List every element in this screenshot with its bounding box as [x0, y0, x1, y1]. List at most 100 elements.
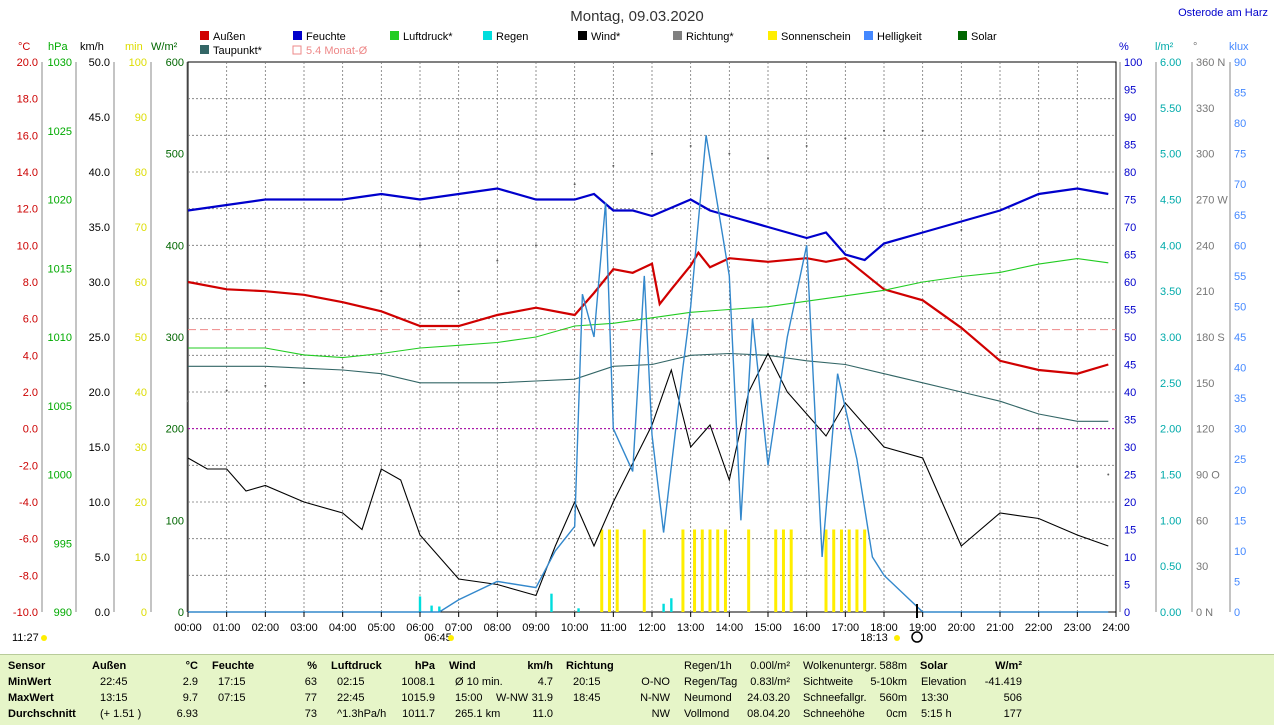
footer-aussen-unit: °C [185, 660, 198, 672]
footer-wind-value: 4.7 [537, 676, 553, 688]
sunset-icon [894, 635, 900, 641]
footer-luftdruck-value: 1011.7 [402, 708, 435, 720]
x-tick-label: 21:00 [986, 622, 1014, 634]
axis-unit: °C [18, 41, 30, 53]
axis-tick-direction: 330 [1196, 103, 1214, 115]
footer-solar-value: 506 [1003, 692, 1022, 704]
axis-tick-pressure: 1030 [48, 57, 72, 69]
x-tick-label: 15:00 [754, 622, 782, 634]
footer-regen-value: 24.03.20 [747, 692, 790, 704]
axis-tick-humidity: 30 [1124, 442, 1136, 454]
axis-tick-lux: 60 [1234, 240, 1246, 252]
moon-icon [911, 631, 923, 643]
sunshine-bar [708, 529, 712, 612]
footer-richtung-time: 18:45 [573, 692, 601, 704]
footer-solar-label: 5:15 h [921, 708, 952, 720]
sunshine-bar [723, 529, 727, 612]
direction-point [1107, 473, 1110, 476]
x-tick-label: 00:00 [174, 622, 202, 634]
sunshine-bar [747, 529, 751, 612]
axis-tick-humidity: 100 [1124, 57, 1142, 69]
direction-point [999, 351, 1001, 354]
axis-tick-wind: 30.0 [89, 277, 110, 289]
axis-tick-direction: 240 [1196, 240, 1214, 252]
axis-tick-pressure: 1020 [48, 195, 72, 207]
axis-tick-temp: -8.0 [19, 570, 38, 582]
footer-wind-time: 265.1 km [455, 708, 501, 720]
axis-tick-wind: 5.0 [95, 552, 110, 564]
sunshine-bar [781, 529, 785, 612]
axis-tick-wind: 25.0 [89, 332, 110, 344]
footer-wind-time: 15:00 [455, 692, 483, 704]
footer-feuchte-value: 77 [304, 692, 317, 704]
axis-tick-sunmin: 100 [129, 57, 147, 69]
legend-label: Taupunkt* [213, 45, 263, 57]
axis-tick-rain: 0.50 [1160, 561, 1181, 573]
legend-label: Sonnenschein [781, 31, 851, 43]
axis-tick-temp: -10.0 [13, 607, 38, 619]
axis-tick-lux: 65 [1234, 210, 1246, 222]
footer-richtung-value: O-NO [641, 676, 670, 688]
footer-feuchte-time: 17:15 [218, 676, 246, 688]
axis-tick-temp: 10.0 [17, 240, 38, 252]
footer-regen-value: 08.04.20 [747, 708, 790, 720]
axis-tick-humidity: 35 [1124, 415, 1136, 427]
footer-regen-label: Regen/1h [684, 660, 732, 672]
axis-tick-humidity: 40 [1124, 387, 1136, 399]
axis-tick-sunmin: 0 [141, 607, 147, 619]
sunshine-bar [615, 529, 619, 612]
direction-point [960, 229, 963, 232]
legend-swatch [390, 31, 399, 40]
sunshine-bar [716, 529, 720, 612]
sunshine-bar [847, 529, 851, 612]
footer-wolken-label: Schneehöhe [803, 708, 865, 720]
direction-point [612, 164, 615, 167]
axis-tick-humidity: 70 [1124, 222, 1136, 234]
direction-point [689, 145, 692, 148]
axis-tick-lux: 15 [1234, 515, 1246, 527]
x-tick-label: 08:00 [484, 622, 512, 634]
footer-wolken-label: Schneefallgr. [803, 692, 867, 704]
axis-tick-direction: 300 [1196, 149, 1214, 161]
axis-tick-humidity: 75 [1124, 195, 1136, 207]
x-tick-label: 23:00 [1064, 622, 1092, 634]
axis-tick-pressure: 1000 [48, 470, 72, 482]
axis-tick-solar: 600 [166, 57, 184, 69]
direction-point [303, 381, 305, 384]
footer-regen-label: Neumond [684, 692, 732, 704]
direction-point [728, 152, 731, 155]
axis-tick-lux: 85 [1234, 88, 1246, 100]
axis-tick-wind: 40.0 [89, 167, 110, 179]
footer-luftdruck-title: Luftdruck [331, 660, 382, 672]
axis-tick-direction: 120 [1196, 424, 1214, 436]
axis-tick-humidity: 20 [1124, 497, 1136, 509]
axis-tick-sunmin: 50 [135, 332, 147, 344]
plot-area [187, 61, 1117, 613]
axis-tick-wind: 20.0 [89, 387, 110, 399]
x-tick-label: 17:00 [832, 622, 860, 634]
axis-tick-lux: 50 [1234, 301, 1246, 313]
footer-aussen-value: 2.9 [182, 676, 198, 688]
x-tick-label: 04:00 [329, 622, 357, 634]
axis-unit: % [1119, 41, 1129, 53]
axis-tick-temp: -2.0 [19, 460, 38, 472]
axis-tick-pressure: 990 [54, 607, 72, 619]
footer-wind-value: 11.0 [532, 708, 553, 720]
footer-luftdruck-value: 1015.9 [401, 692, 435, 704]
location-label: Osterode am Harz [1178, 7, 1268, 19]
axis-tick-lux: 35 [1234, 393, 1246, 405]
axis-tick-direction: 270 W [1196, 195, 1228, 207]
axis-tick-rain: 0.00 [1160, 607, 1181, 619]
direction-point [419, 244, 421, 247]
footer-luftdruck-value: 1008.1 [401, 676, 435, 688]
axis-tick-wind: 50.0 [89, 57, 110, 69]
axis-tick-rain: 2.50 [1160, 378, 1181, 390]
footer-solar-title: Solar [920, 660, 948, 672]
sunshine-bar [839, 529, 843, 612]
axis-tick-direction: 90 O [1196, 470, 1220, 482]
footer-sensor-row: MaxWert [8, 692, 54, 704]
axis-tick-rain: 5.00 [1160, 149, 1181, 161]
footer-sensor-title: Sensor [8, 660, 46, 672]
direction-point [535, 244, 537, 247]
axis-tick-solar: 500 [166, 149, 184, 161]
